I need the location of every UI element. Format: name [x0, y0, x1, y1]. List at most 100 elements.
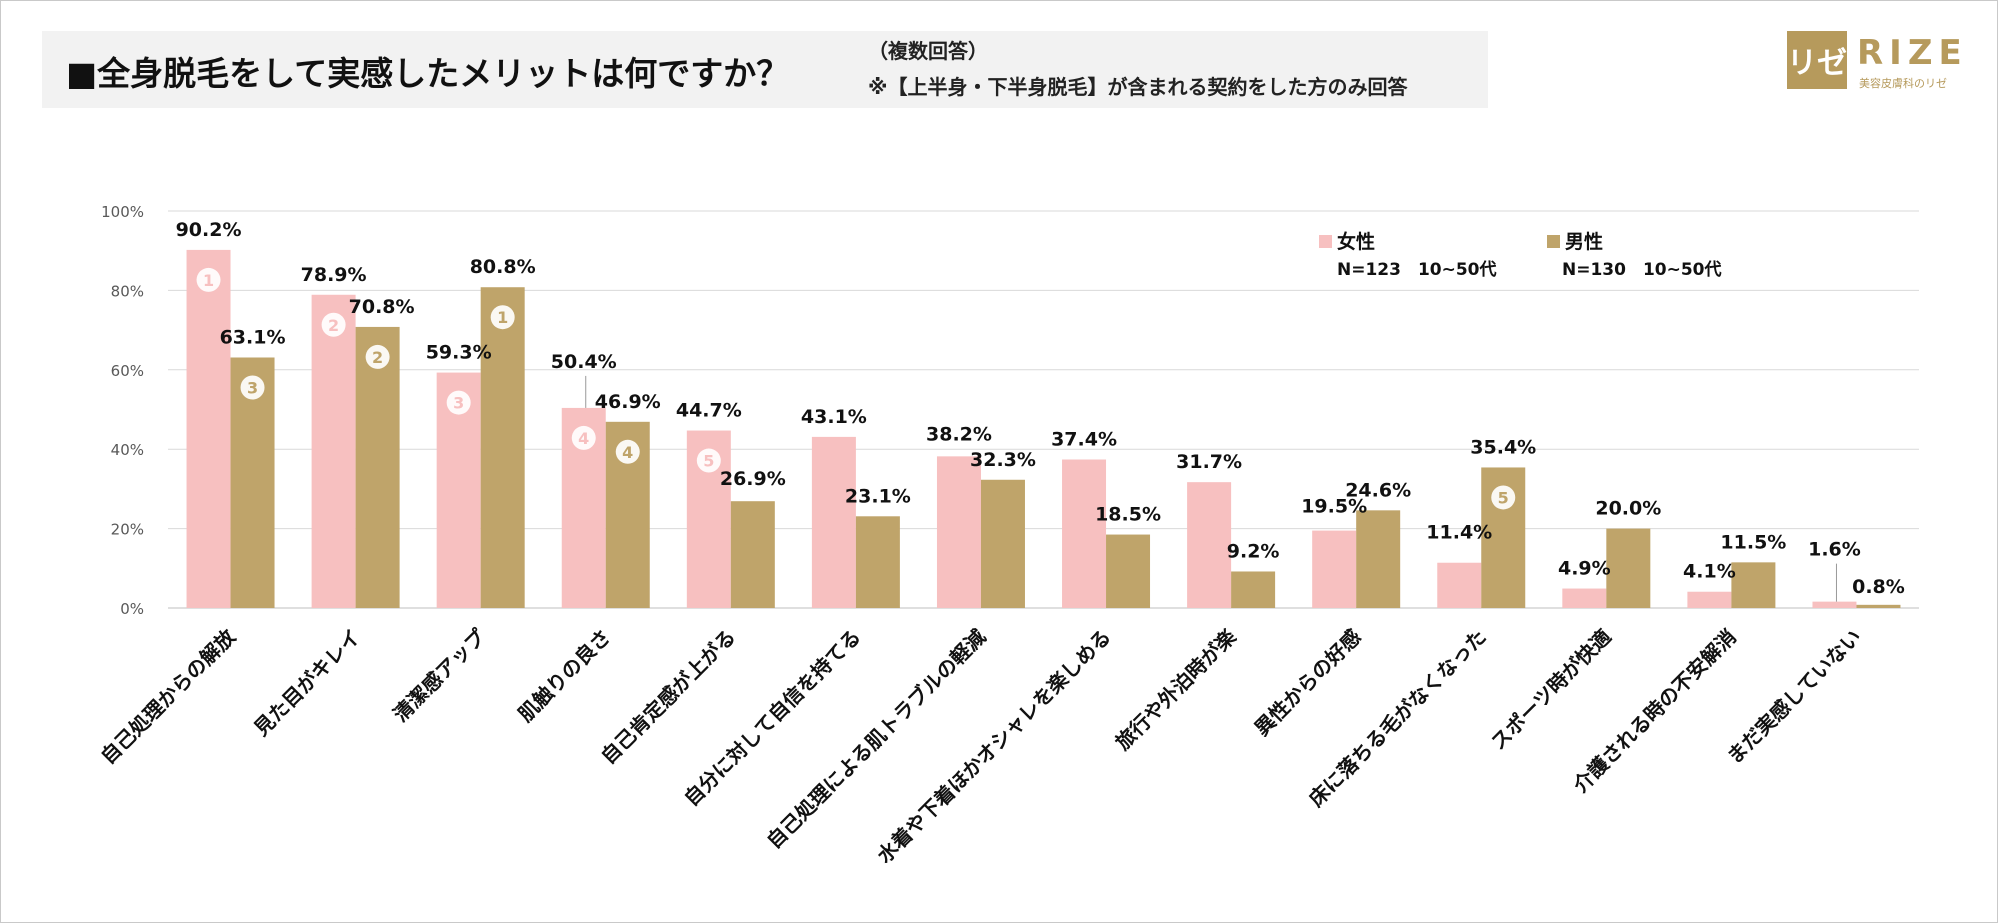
category-label: 清潔感アップ: [388, 624, 491, 727]
rank-badge-circle: [321, 312, 346, 337]
data-label-male: 32.3%: [970, 449, 1036, 471]
data-label-male: 23.1%: [845, 485, 911, 507]
rank-badge-number: 1: [203, 271, 214, 290]
rank-badge-number: 1: [497, 308, 508, 327]
rank-badge: 3: [240, 375, 265, 400]
rank-badge-number: 2: [328, 316, 339, 335]
data-label-female: 11.4%: [1426, 522, 1492, 544]
data-label-female: 19.5%: [1301, 496, 1367, 518]
data-label-female: 37.4%: [1051, 429, 1117, 451]
bar-female: [1812, 601, 1857, 608]
data-label-male: 9.2%: [1227, 540, 1280, 562]
rank-badge: 2: [321, 312, 346, 337]
category-label: 水着や下着ほかオシャレを楽しめる: [872, 625, 1115, 868]
rank-badge-number: 4: [622, 443, 633, 462]
data-label-female: 78.9%: [301, 264, 367, 286]
category-label: まだ実感していない: [1722, 625, 1866, 769]
data-label-male: 18.5%: [1095, 504, 1161, 526]
data-label-female: 31.7%: [1176, 451, 1242, 473]
bar-female: [811, 436, 856, 608]
data-label-female: 44.7%: [676, 400, 742, 422]
legend-male-sample: N=130 10~50代: [1562, 259, 1722, 280]
data-label-male: 0.8%: [1852, 576, 1905, 598]
y-tick-label: 100%: [101, 203, 144, 221]
data-label-male: 20.0%: [1595, 498, 1661, 520]
bar-male: [1231, 571, 1276, 608]
rank-badge: 5: [1491, 485, 1516, 510]
rank-badge: 4: [571, 425, 596, 450]
rank-badge-circle: [696, 448, 721, 473]
rank-badge: 4: [615, 439, 640, 464]
data-label-female: 38.2%: [926, 423, 992, 445]
bar-male: [855, 516, 900, 608]
bar-male: [480, 287, 525, 608]
bars: [186, 249, 1901, 608]
category-label: 旅行や外泊時が楽: [1111, 624, 1242, 755]
data-label-female: 4.1%: [1683, 561, 1736, 583]
legend-male-swatch: [1547, 235, 1560, 248]
rank-badge-circle: [240, 375, 265, 400]
data-label-female: 43.1%: [801, 406, 867, 428]
data-label-male: 35.4%: [1470, 436, 1536, 458]
bar-female: [1312, 530, 1357, 608]
bar-female: [1187, 482, 1232, 608]
rank-badge: 2: [365, 344, 390, 369]
rank-badge-circle: [1491, 485, 1516, 510]
title-box: ■全身脱毛をして実感したメリットは何ですか？ （複数回答） ※【上半身・下半身脱…: [42, 31, 1488, 108]
bar-female: [1562, 588, 1607, 608]
rize-logo: リゼ RIZE 美容皮膚科のリゼ: [1787, 31, 1983, 91]
data-label-male: 46.9%: [595, 391, 661, 413]
data-label-male: 26.9%: [720, 468, 786, 490]
y-tick-label: 40%: [111, 441, 144, 459]
y-tick-label: 20%: [111, 521, 144, 539]
bar-female: [936, 456, 981, 608]
bar-female: [1062, 459, 1107, 608]
rank-badge-circle: [571, 425, 596, 450]
rank-badge-number: 5: [703, 452, 714, 471]
data-label-male: 80.8%: [470, 256, 536, 278]
logo-wordmark: RIZE: [1857, 33, 1968, 73]
data-label-male: 70.8%: [349, 296, 415, 318]
y-tick-label: 80%: [111, 282, 144, 300]
bar-male: [1731, 562, 1776, 608]
data-label-female: 1.6%: [1808, 539, 1861, 561]
rank-badge-number: 5: [1498, 488, 1509, 507]
data-label-female: 90.2%: [176, 219, 242, 241]
data-label-male: 24.6%: [1345, 479, 1411, 501]
legend-female-swatch: [1319, 235, 1332, 248]
rank-badge-circle: [615, 439, 640, 464]
category-label: 見た目がキレイ: [249, 625, 365, 741]
y-axis: 0% 20% 40% 60% 80% 100%: [101, 203, 144, 618]
rank-badge-circle: [196, 267, 221, 292]
bar-female: [311, 294, 356, 608]
category-label: 自己処理からの解放: [96, 624, 241, 769]
category-label: 肌触りの良さ: [513, 625, 615, 727]
legend: 女性 N=123 10~50代 男性 N=130 10~50代: [1319, 230, 1722, 280]
category-label: 自己肯定感が上がる: [596, 625, 740, 769]
bar-female: [186, 249, 231, 608]
bar-male: [730, 501, 775, 608]
bar-female: [1687, 591, 1732, 608]
legend-male-label: 男性: [1565, 230, 1603, 253]
data-label-female: 4.9%: [1558, 558, 1611, 580]
bar-male: [980, 479, 1025, 608]
legend-female-sample: N=123 10~50代: [1337, 259, 1497, 280]
category-label: 異性からの好感: [1250, 625, 1366, 741]
category-label: 自己処理による肌トラブルの軽減: [762, 625, 991, 854]
bar-male: [1106, 534, 1151, 608]
legend-female-label: 女性: [1337, 230, 1375, 253]
bar-male: [1856, 604, 1901, 608]
rank-badge-number: 2: [372, 348, 383, 367]
rank-badge-number: 3: [453, 394, 464, 413]
category-labels: 自己処理からの解放 見た目がキレイ 清潔感アップ 肌触りの良さ自己肯定感が上がる自分に…: [96, 624, 1866, 868]
bar-male: [1356, 510, 1401, 608]
y-tick-label: 0%: [120, 600, 144, 618]
data-label-male: 63.1%: [220, 326, 286, 348]
rank-badge-circle: [365, 344, 390, 369]
rank-badge-number: 3: [247, 378, 258, 397]
category-label: スポーツ時が快適: [1486, 625, 1616, 755]
data-label-female: 59.3%: [426, 342, 492, 364]
data-label-male: 11.5%: [1720, 531, 1786, 553]
rank-badge-circle: [446, 390, 471, 415]
